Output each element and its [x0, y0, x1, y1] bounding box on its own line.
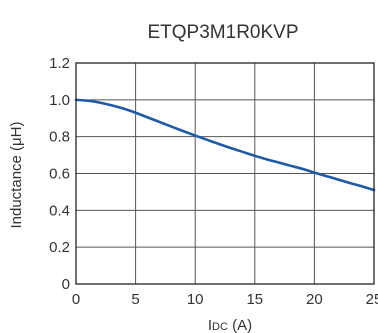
x-axis-label-unit: (A) — [228, 317, 252, 333]
y-tick-label: 0.8 — [49, 129, 70, 146]
x-tick-label: 10 — [187, 291, 204, 308]
x-tick-label: 15 — [246, 291, 263, 308]
grid — [76, 63, 374, 284]
x-axis-label-sub: DC — [212, 321, 228, 333]
inductance-curve — [74, 98, 376, 192]
x-tick-label: 20 — [306, 291, 323, 308]
plot-frame — [75, 62, 375, 285]
tick-labels: 0 5 10 15 20 25 0 0.2 0.4 0.6 0.8 1.0 1.2 — [49, 55, 378, 308]
y-tick-label: 0.6 — [49, 166, 70, 183]
chart-title: ETQP3M1R0KVP — [148, 22, 299, 43]
y-tick-label: 0 — [62, 276, 70, 293]
x-axis-label: IDC (A) — [208, 317, 252, 333]
x-axis-label-main: I — [208, 317, 212, 333]
y-tick-label: 1.0 — [49, 92, 70, 109]
y-axis-label: Inductance (μH) — [8, 121, 25, 228]
y-tick-label: 1.2 — [49, 55, 70, 72]
x-tick-label: 5 — [131, 291, 139, 308]
x-tick-label: 25 — [366, 291, 378, 308]
y-tick-label: 0.2 — [49, 239, 70, 256]
y-tick-label: 0.4 — [49, 202, 70, 219]
series-layer — [74, 98, 376, 192]
x-tick-label: 0 — [72, 291, 80, 308]
